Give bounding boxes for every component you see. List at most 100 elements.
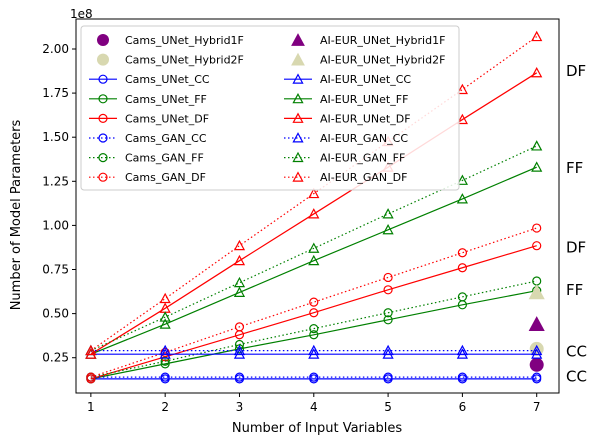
x-tick-label: 2: [161, 400, 169, 414]
annotations: DF FF DF FF CC CC: [566, 62, 587, 385]
x-tick-label: 5: [384, 400, 392, 414]
legend-marker-cams-gan-df: [98, 172, 108, 182]
data-point-cams-unet-ff: [383, 315, 393, 325]
legend-label-cams-unet-cc: Cams_UNet_CC: [125, 73, 210, 86]
data-point-ai-eur-unet-df: [308, 208, 320, 219]
data-point-cams-gan-cc: [234, 372, 245, 382]
series-line-cams-gan-ff: [90, 280, 537, 378]
legend-label-cams-unet-ff: Cams_UNet_FF: [125, 93, 207, 106]
legend-label-cams-gan-ff: Cams_GAN_FF: [125, 152, 204, 165]
annotation-df: DF: [566, 62, 586, 80]
data-point-ai-eur-gan-df: [308, 187, 320, 199]
data-point-ai-eur-unet-ff: [456, 193, 469, 204]
x-tick-label: 1: [87, 400, 95, 414]
data-point-ai-eur-unet-cc: [308, 348, 320, 359]
series-line-ai-eur-gan-ff: [90, 145, 537, 352]
data-point-ai-eur-gan-cc: [159, 344, 171, 356]
y-tick-label: 0.75: [42, 263, 69, 277]
x-tick-label: 3: [236, 400, 244, 414]
x-tick-label: 6: [459, 400, 467, 414]
legend-label-ai-eur-unet-hybrid2f: AI-EUR_UNet_Hybrid2F: [320, 54, 445, 67]
legend-label-cams-unet-hybrid1f: Cams_UNet_Hybrid1F: [125, 34, 244, 47]
y-tick-label: 2.00: [42, 42, 69, 56]
plot-area: 1 2 3 4 5 6 7 0.25 0.50 0.75 1.00 1.25 1.50 1.75 2.00: [42, 18, 560, 414]
y-axis-offset-label: 1e8: [70, 7, 93, 21]
data-point-cams-gan-cc: [309, 372, 319, 382]
data-point-cams-unet-df: [457, 263, 467, 273]
legend-marker-ai-eur-unet-ff: [292, 92, 304, 104]
data-point-ai-eur-unet-cc: [456, 348, 469, 359]
legend-label-ai-eur-unet-hybrid1f: AI-EUR_UNet_Hybrid1F: [320, 34, 445, 47]
data-point-cams-unet-ff: [309, 330, 319, 340]
data-point-ai-eur-gan-cc: [456, 344, 469, 356]
legend-marker-cams-unet-df: [98, 113, 108, 124]
data-point-cams-gan-ff: [160, 356, 170, 366]
y-tick-label: 1.00: [42, 218, 69, 232]
legend-label-ai-eur-unet-cc: AI-EUR_UNet_CC: [320, 73, 411, 86]
legend-marker-cams-gan-cc: [98, 133, 108, 143]
data-point-cams-gan-df: [309, 297, 319, 307]
data-point-cams-gan-df: [457, 248, 467, 258]
y-tick-label: 1.25: [42, 174, 69, 188]
legend-marker-cams-unet-cc: [98, 74, 108, 84]
annotation-df: DF: [566, 239, 586, 257]
data-point-cams-gan-ff: [532, 276, 542, 286]
data-point-ai-eur-unet-hybrid2f: [528, 284, 545, 300]
data-point-ai-eur-unet-cc: [531, 348, 543, 359]
data-point-ai-eur-gan-cc: [531, 344, 543, 356]
data-point-ai-eur-unet-cc: [382, 348, 394, 359]
legend-label-cams-unet-df: Cams_UNet_DF: [125, 112, 209, 125]
annotation-cc: CC: [566, 343, 587, 361]
annotation-cc: CC: [566, 367, 587, 385]
data-point-ai-eur-gan-cc: [308, 344, 320, 356]
data-point-ai-eur-gan-ff: [456, 174, 469, 185]
legend-marker-ai-eur-unet-hybrid2f: [291, 52, 305, 66]
data-point-cams-gan-ff: [383, 308, 393, 318]
data-point-cams-gan-cc: [383, 372, 393, 382]
legend-marker-cams-unet-ff: [98, 94, 108, 104]
y-tick-label: 0.50: [42, 307, 69, 321]
series-line-ai-eur-unet-df: [90, 72, 538, 355]
data-point-ai-eur-gan-df: [85, 344, 97, 356]
data-point-ai-eur-unet-df: [456, 113, 469, 125]
y-tick-label: 0.25: [42, 351, 69, 365]
data-point-cams-unet-df: [383, 285, 393, 295]
legend-label-ai-eur-gan-df: AI-EUR_GAN_DF: [320, 171, 407, 184]
legend: Cams_UNet_Hybrid1F Cams_UNet_Hybrid2F Cams…: [80, 25, 460, 191]
data-point-cams-unet-df: [309, 308, 319, 318]
legend-marker-ai-eur-gan-cc: [292, 132, 304, 143]
data-point-ai-eur-unet-df: [85, 348, 97, 359]
legend-label-cams-unet-hybrid2f: Cams_UNet_Hybrid2F: [125, 54, 244, 67]
series-line-cams-unet-ff: [90, 290, 537, 380]
series-line-ai-eur-gan-df: [90, 36, 538, 352]
data-point-ai-eur-unet-ff: [531, 161, 543, 172]
legend-marker-ai-eur-unet-hybrid1f: [291, 33, 305, 46]
data-point-ai-eur-unet-ff: [382, 223, 394, 235]
data-point-ai-eur-gan-df: [456, 83, 469, 95]
data-point-ai-eur-unet-df: [233, 254, 246, 266]
legend-label-ai-eur-gan-ff: AI-EUR_GAN_FF: [320, 152, 405, 165]
data-point-cams-gan-cc: [532, 372, 542, 382]
data-point-cams-gan-cc: [160, 372, 170, 382]
legend-box: [80, 25, 460, 191]
legend-marker-ai-eur-gan-ff: [292, 151, 304, 163]
data-point-ai-eur-unet-cc: [233, 348, 246, 359]
legend-label-ai-eur-gan-cc: AI-EUR_GAN_CC: [320, 132, 408, 145]
data-point-ai-eur-gan-ff: [233, 276, 246, 288]
data-point-ai-eur-unet-ff: [308, 254, 320, 266]
data-point-cams-gan-df: [86, 372, 96, 382]
data-point-cams-unet-df: [234, 330, 245, 340]
x-axis-label: Number of Input Variables: [232, 421, 402, 436]
data-point-cams-unet-ff: [160, 359, 170, 369]
y-tick-label: 1.50: [42, 130, 69, 144]
data-point-ai-eur-gan-df: [159, 292, 171, 304]
legend-label-ai-eur-unet-df: AI-EUR_UNet_DF: [320, 112, 411, 125]
legend-marker-cams-unet-hybrid1f: [97, 34, 109, 46]
data-point-ai-eur-gan-ff: [159, 311, 171, 322]
legend-marker-cams-gan-ff: [98, 153, 108, 163]
legend-marker-ai-eur-unet-cc: [292, 73, 304, 84]
legend-label-ai-eur-unet-ff: AI-EUR_UNet_FF: [320, 93, 408, 106]
data-point-ai-eur-gan-df: [531, 30, 543, 42]
legend-label-cams-gan-cc: Cams_GAN_CC: [125, 132, 207, 145]
